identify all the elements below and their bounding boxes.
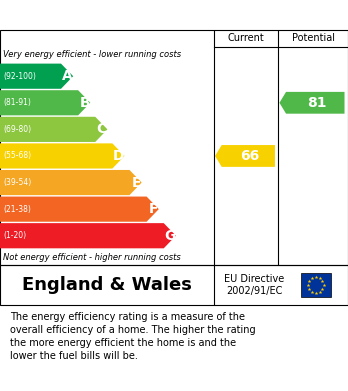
Polygon shape: [0, 170, 142, 195]
Text: England & Wales: England & Wales: [22, 276, 192, 294]
Text: D: D: [113, 149, 125, 163]
Text: (92-100): (92-100): [3, 72, 36, 81]
Text: Energy Efficiency Rating: Energy Efficiency Rating: [10, 7, 220, 23]
Text: EU Directive
2002/91/EC: EU Directive 2002/91/EC: [224, 274, 284, 296]
Bar: [301, 273, 331, 297]
Text: Potential: Potential: [292, 34, 335, 43]
Polygon shape: [0, 90, 90, 115]
Text: C: C: [97, 122, 107, 136]
Text: B: B: [79, 96, 90, 110]
Text: Not energy efficient - higher running costs: Not energy efficient - higher running co…: [3, 253, 181, 262]
Polygon shape: [0, 197, 159, 222]
Text: A: A: [62, 69, 73, 83]
Text: (81-91): (81-91): [3, 98, 31, 107]
Text: Very energy efficient - lower running costs: Very energy efficient - lower running co…: [3, 50, 182, 59]
Polygon shape: [279, 92, 345, 114]
Text: The energy efficiency rating is a measure of the
overall efficiency of a home. T: The energy efficiency rating is a measur…: [10, 312, 256, 362]
Text: (55-68): (55-68): [3, 151, 32, 160]
Text: (39-54): (39-54): [3, 178, 32, 187]
Polygon shape: [0, 143, 125, 169]
Text: 66: 66: [240, 149, 259, 163]
Text: G: G: [165, 229, 176, 243]
Polygon shape: [215, 145, 275, 167]
Text: (21-38): (21-38): [3, 204, 31, 213]
Text: 81: 81: [307, 96, 326, 110]
Text: (1-20): (1-20): [3, 231, 26, 240]
Polygon shape: [0, 223, 176, 248]
Text: F: F: [149, 202, 158, 216]
Polygon shape: [0, 117, 108, 142]
Text: (69-80): (69-80): [3, 125, 32, 134]
Polygon shape: [0, 64, 73, 89]
Text: Current: Current: [228, 34, 264, 43]
Text: E: E: [131, 176, 141, 190]
